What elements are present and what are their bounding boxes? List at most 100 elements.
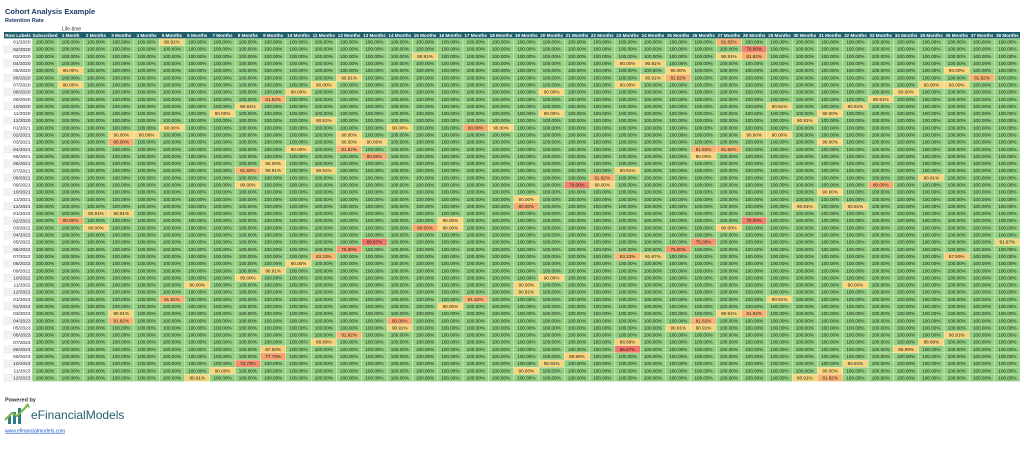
cell: 100.00% [112,368,130,373]
cell: 100.00% [948,125,966,130]
cell: 100.00% [138,125,156,130]
cell: 100.00% [315,375,333,380]
cell: 81.82% [594,175,610,180]
cell: 100.00% [745,75,763,80]
cell: 100.00% [846,290,864,295]
cell: 81.82% [164,297,180,302]
cell: 100.00% [973,168,991,173]
cell: 100.00% [62,211,80,216]
cell: 100.00% [593,268,611,273]
cell: 100.00% [188,333,206,338]
cell: 81.82% [265,97,281,102]
cell: 100.00% [593,97,611,102]
cell: 100.00% [289,140,307,145]
cell: 100.00% [163,175,181,180]
cell: 100.00% [593,304,611,309]
cell: 100.00% [821,204,839,209]
cell: 100.00% [163,261,181,266]
cell: 100.00% [416,254,434,259]
cell: 100.00% [87,161,105,166]
cell: 100.00% [87,40,105,45]
cell: 100.00% [644,197,662,202]
cell: 100.00% [973,47,991,52]
cell: 100.00% [163,375,181,380]
cell: 100.00% [998,161,1016,166]
cell: 100.00% [391,90,409,95]
cell: 100.00% [36,247,54,252]
cell: 100.00% [391,261,409,266]
cell: 100.00% [36,304,54,309]
cell: 100.00% [391,333,409,338]
cell: 100.00% [213,340,231,345]
cell: 100.00% [543,311,561,316]
cell: 100.00% [821,283,839,288]
cell: 100.00% [391,97,409,102]
cell: 100.00% [467,304,485,309]
cell: 100.00% [694,247,712,252]
cell: 100.00% [340,368,358,373]
cell: 100.00% [846,47,864,52]
cell: 100.00% [138,68,156,73]
cell: 100.00% [36,154,54,159]
cell: 100.00% [998,140,1016,145]
cell: 100.00% [543,161,561,166]
column-header: 2 Months [86,33,107,38]
cell: 100.00% [872,297,890,302]
cell: 100.00% [796,54,814,59]
cell: 100.00% [973,147,991,152]
cell: 90.91% [265,268,281,273]
cell: 100.00% [36,361,54,366]
cell: 100.00% [492,175,510,180]
cell: 100.00% [619,211,637,216]
cell: 100.00% [846,140,864,145]
cell: 100.00% [669,118,687,123]
cell: 100.00% [62,261,80,266]
cell: 100.00% [264,218,282,223]
cell: 100.00% [644,132,662,137]
cell: 100.00% [213,147,231,152]
cell: 100.00% [846,254,864,259]
cell: 100.00% [112,125,130,130]
cell: 100.00% [87,47,105,52]
cell: 100.00% [694,125,712,130]
cell: 100.00% [138,361,156,366]
cell: 90.00% [519,283,535,288]
cell: 100.00% [112,111,130,116]
cell: 100.00% [36,233,54,238]
cell: 100.00% [694,368,712,373]
cell: 100.00% [264,283,282,288]
cell: 100.00% [163,183,181,188]
cell: 100.00% [796,311,814,316]
cell: 100.00% [213,125,231,130]
cell: 100.00% [745,183,763,188]
cell: 100.00% [644,204,662,209]
cell: 100.00% [644,283,662,288]
cell: 100.00% [213,311,231,316]
cell: 100.00% [644,290,662,295]
cell: 100.00% [391,311,409,316]
cell: 100.00% [163,275,181,280]
cell: 100.00% [163,254,181,259]
cell: 100.00% [593,261,611,266]
cell: 81.82% [721,40,737,45]
cell: 100.00% [391,304,409,309]
row-label: 06/2023 [13,333,31,339]
cell: 100.00% [720,125,738,130]
cell: 100.00% [163,54,181,59]
column-header: 1 Month [62,33,80,38]
cell: 100.00% [492,218,510,223]
cell: 100.00% [517,247,535,252]
cell: 90.00% [265,161,281,166]
cell: 100.00% [593,40,611,45]
cell: 100.00% [289,40,307,45]
cell: 100.00% [340,233,358,238]
cell: 100.00% [62,283,80,288]
cell: 100.00% [922,254,940,259]
cell: 100.00% [441,240,459,245]
cell: 100.00% [973,97,991,102]
website-link[interactable]: www.efinancialmodels.com [5,428,65,434]
cell: 90.91% [848,204,864,209]
cell: 100.00% [467,40,485,45]
cell: 100.00% [416,354,434,359]
cell: 100.00% [543,368,561,373]
